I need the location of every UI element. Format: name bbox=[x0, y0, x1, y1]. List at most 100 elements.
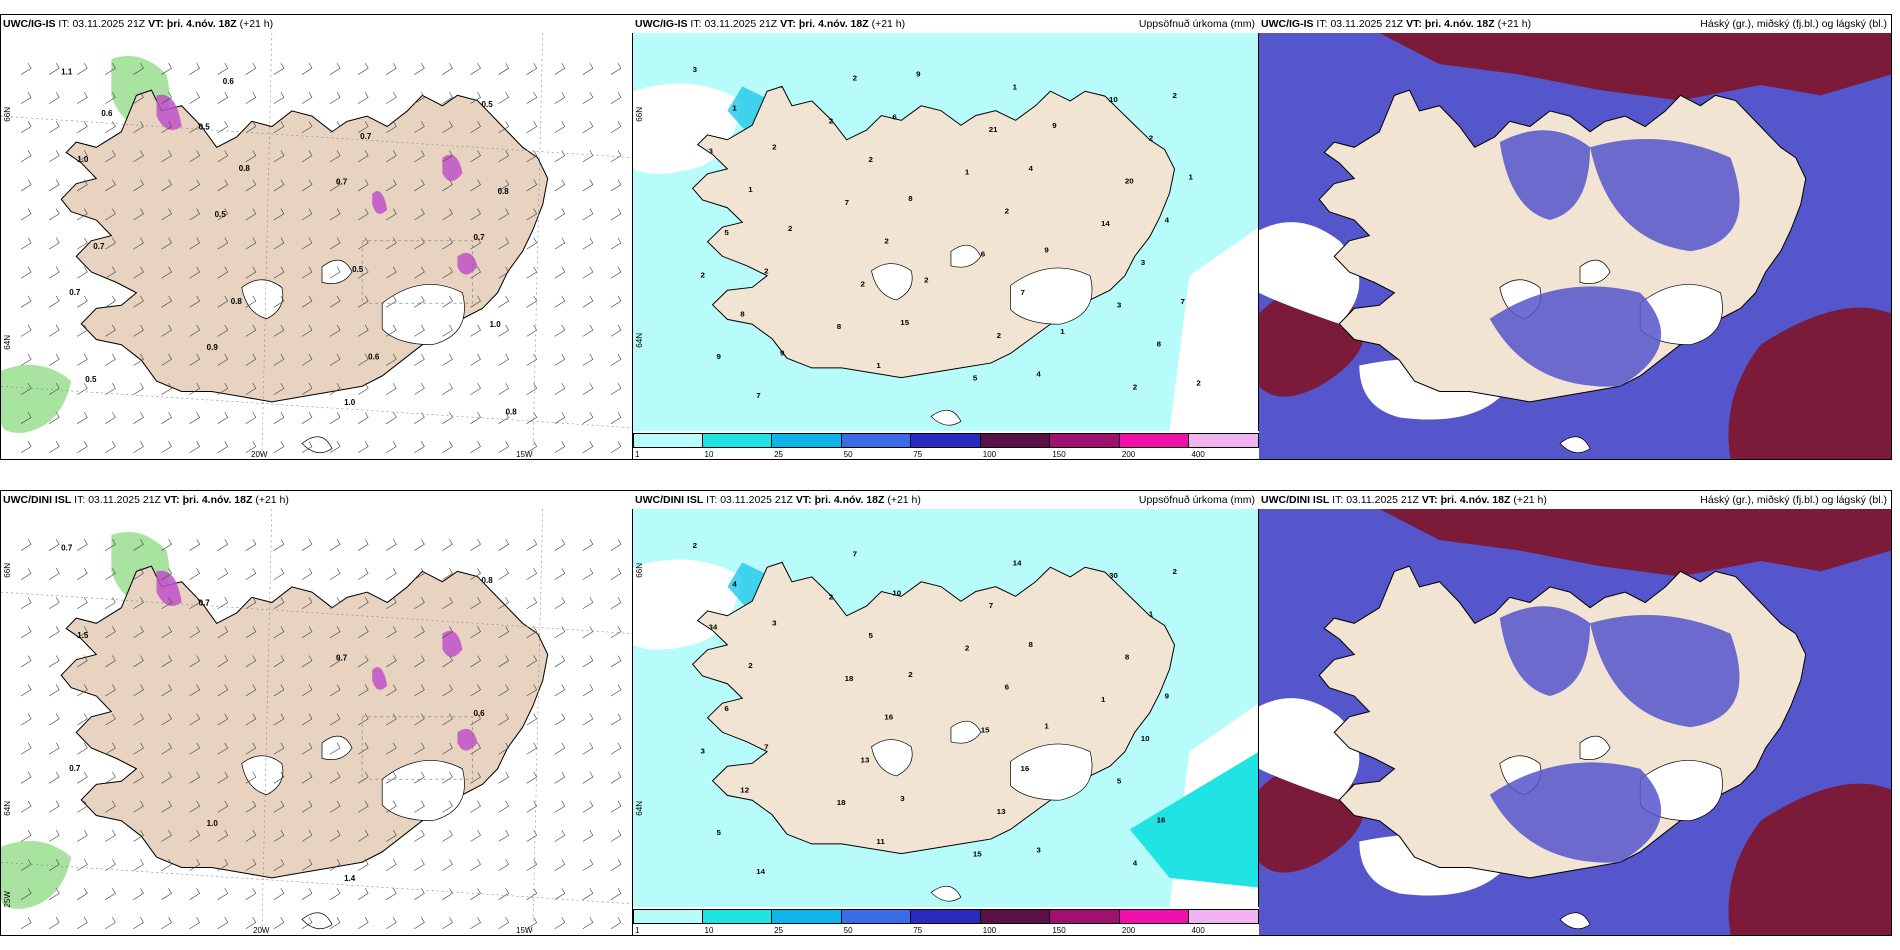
wind-barb bbox=[526, 92, 538, 104]
vt-label: VT: bbox=[780, 18, 796, 30]
cloud-high-shading bbox=[1379, 33, 1891, 101]
wind-barb bbox=[105, 353, 116, 366]
wind-barb bbox=[498, 800, 510, 813]
wind-barb bbox=[161, 150, 172, 163]
lat-label-64: 64N bbox=[3, 801, 12, 816]
wind-barb bbox=[217, 92, 229, 104]
wind-barb bbox=[582, 266, 594, 279]
wind-barb bbox=[498, 917, 510, 930]
wind-barb bbox=[48, 713, 60, 726]
wind-barb bbox=[526, 771, 538, 784]
wind-barb bbox=[554, 412, 566, 424]
wind-barb bbox=[133, 568, 144, 580]
wind-barb bbox=[133, 92, 144, 104]
wind-barb bbox=[48, 626, 60, 639]
wind-barb bbox=[357, 382, 369, 395]
wind-barb bbox=[442, 208, 453, 221]
wind-barb bbox=[470, 800, 481, 813]
map-svg: 3211428510376392212052221223811212787644… bbox=[633, 33, 1259, 431]
wind-barb bbox=[20, 655, 32, 668]
wind-barb bbox=[301, 382, 313, 395]
wind-barb bbox=[470, 684, 481, 697]
wind-barb bbox=[357, 858, 369, 871]
wind-barb bbox=[217, 353, 229, 366]
wind-barb bbox=[582, 179, 594, 192]
map-area[interactable]: 0.7 0.7 0.7 0.6 0.7 1.0 1.4 0.8 1.5 bbox=[1, 509, 633, 935]
value-label: 1.0 bbox=[344, 398, 356, 407]
wind-barb bbox=[105, 441, 116, 454]
wind-barb bbox=[610, 858, 622, 871]
wind-barb bbox=[217, 266, 229, 279]
wind-barb bbox=[161, 917, 172, 930]
glacier bbox=[1010, 267, 1093, 325]
wind-barb bbox=[20, 441, 32, 454]
wind-barb bbox=[133, 713, 144, 726]
wind-barb bbox=[273, 917, 285, 930]
wind-barb bbox=[161, 597, 172, 610]
map-area[interactable]: 3 2 1 14 2 8 5 10 3 7 6 3 9 2 21 20 5 2 2 2 1 2 2 3 8 1 1 2 1 2 7 8 7 6 4 4… bbox=[633, 33, 1259, 431]
wind-barb bbox=[217, 597, 229, 610]
wind-barb bbox=[301, 412, 313, 424]
value-label: 9 bbox=[716, 352, 721, 361]
wind-barb bbox=[329, 62, 341, 75]
wind-barb bbox=[414, 382, 425, 395]
value-label: 1 bbox=[1013, 82, 1018, 91]
wind-barb bbox=[414, 597, 425, 610]
wind-barb bbox=[610, 382, 622, 395]
wind-barb bbox=[470, 568, 481, 580]
colorbar-tick-label: 25 bbox=[774, 450, 784, 459]
precip-colorbar: 1 10 25 50 75 100 150 200 400 bbox=[633, 431, 1259, 459]
wind-barb bbox=[442, 829, 453, 842]
wind-barb bbox=[77, 655, 88, 668]
wind-barb bbox=[582, 382, 594, 395]
wind-barb bbox=[273, 538, 285, 551]
value-label: 8 bbox=[1028, 640, 1033, 649]
wind-barb bbox=[470, 888, 481, 900]
wind-barb bbox=[48, 353, 60, 366]
map-area[interactable] bbox=[1259, 509, 1891, 935]
value-label: 18 bbox=[845, 674, 854, 683]
model-name: UWC/IG-IS bbox=[3, 18, 56, 30]
wind-barb bbox=[470, 917, 481, 930]
wind-barb bbox=[442, 324, 453, 337]
wind-barb bbox=[273, 324, 285, 337]
precip-magenta-area bbox=[442, 630, 463, 658]
wind-barb bbox=[386, 742, 397, 755]
wind-barb bbox=[554, 266, 566, 279]
map-area[interactable]: 2 2 2 1 3 18 15 30 34 18 15 5 5 7 7 8 6 13 13 4 4 5 6 10 12 11 14 1… bbox=[633, 509, 1259, 907]
map-area[interactable]: 1.1 0.5 0.7 0.7 0.7 0.9 1.0 0.5 1.0 0.5 0.5 1.0 0.5 0… bbox=[1, 33, 633, 459]
wind-barb bbox=[77, 800, 88, 813]
value-label: 12 bbox=[740, 786, 749, 795]
value-label: 9 bbox=[780, 348, 785, 357]
wind-barb bbox=[554, 208, 566, 221]
wind-barb bbox=[133, 353, 144, 366]
wind-barb bbox=[20, 684, 32, 697]
wind-barb bbox=[498, 858, 510, 871]
wind-barb bbox=[526, 800, 538, 813]
wind-barb bbox=[301, 179, 313, 192]
precip-magenta-area bbox=[442, 154, 463, 182]
value-label: 8 bbox=[837, 322, 842, 331]
wind-barb bbox=[105, 858, 116, 871]
wind-barb bbox=[161, 858, 172, 871]
colorbar-tick-label: 75 bbox=[913, 926, 923, 935]
wind-barb bbox=[161, 888, 172, 900]
colorbar-tick-label: 400 bbox=[1191, 926, 1205, 935]
wind-barb bbox=[273, 771, 285, 784]
value-label: 30 bbox=[1109, 571, 1118, 580]
value-label: 5 bbox=[973, 374, 978, 383]
wind-barb bbox=[245, 92, 257, 104]
wind-barb bbox=[273, 62, 285, 75]
value-label: 3 bbox=[709, 146, 714, 155]
wind-barb bbox=[133, 62, 144, 75]
wind-barb bbox=[582, 888, 594, 900]
wind-barb bbox=[526, 917, 538, 930]
value-label: 9 bbox=[1052, 121, 1057, 130]
wind-barb bbox=[77, 237, 88, 250]
value-label: 9 bbox=[1044, 245, 1049, 254]
map-area[interactable] bbox=[1259, 33, 1891, 459]
value-label: 4 bbox=[1133, 858, 1138, 867]
value-label: 0.6 bbox=[101, 109, 113, 118]
wind-barb bbox=[48, 150, 60, 163]
colorbar-tick-label: 100 bbox=[982, 450, 997, 459]
